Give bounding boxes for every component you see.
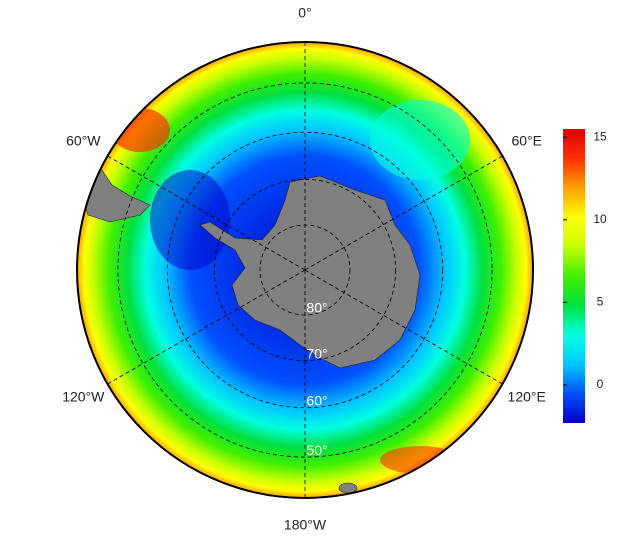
meridian-line xyxy=(107,269,306,385)
meridian-line xyxy=(304,269,503,385)
meridian-label: 0° xyxy=(298,5,311,21)
meridian-line xyxy=(304,155,503,271)
island xyxy=(338,482,358,494)
colorbar-tick-label: 10 xyxy=(593,212,607,226)
meridian-label: 120°E xyxy=(508,389,546,405)
meridian-label: 60°W xyxy=(66,133,101,149)
parallel-label: 50° xyxy=(306,442,327,458)
map-border xyxy=(76,41,534,499)
warm-patch xyxy=(110,108,170,152)
parallel-line xyxy=(166,131,444,409)
colorbar xyxy=(563,129,585,423)
meridian-label: 180°W xyxy=(284,517,327,533)
warm-patch xyxy=(380,446,460,474)
meridian-label: 120°W xyxy=(62,389,105,405)
meridian-line xyxy=(107,155,306,271)
cool-patch xyxy=(370,100,470,180)
parallel-label: 80° xyxy=(306,300,327,316)
antarctica xyxy=(199,175,421,369)
colorbar-tick-label: 15 xyxy=(593,129,607,143)
colorbar-tick-label: 5 xyxy=(597,295,604,309)
parallel-line xyxy=(213,178,397,362)
parallel-line xyxy=(117,82,493,458)
cool-patch xyxy=(150,170,230,270)
colorbar-tick-label: 0 xyxy=(597,377,604,391)
meridian-label: 60°E xyxy=(511,133,542,149)
parallel-label: 60° xyxy=(306,392,327,408)
parallel-label: 70° xyxy=(306,345,327,361)
